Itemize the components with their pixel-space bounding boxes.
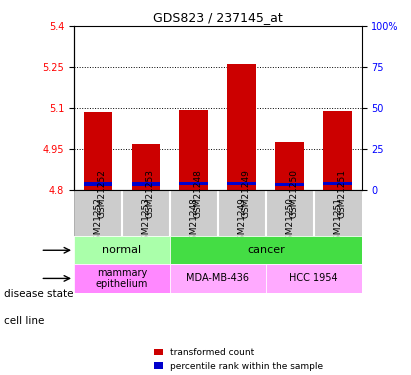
Text: HCC 1954: HCC 1954: [289, 273, 338, 284]
Bar: [132, 144, 160, 190]
Bar: [227, 182, 256, 186]
Bar: [266, 264, 362, 292]
Bar: [227, 64, 256, 190]
Text: cancer: cancer: [247, 245, 285, 255]
Bar: [323, 111, 352, 190]
FancyBboxPatch shape: [122, 190, 170, 236]
FancyBboxPatch shape: [218, 190, 266, 236]
Text: disease state: disease state: [4, 290, 74, 299]
Text: normal: normal: [102, 245, 141, 255]
Title: GDS823 / 237145_at: GDS823 / 237145_at: [153, 11, 283, 24]
Bar: [83, 183, 112, 186]
Bar: [323, 182, 352, 185]
Legend: transformed count, percentile rank within the sample: transformed count, percentile rank withi…: [150, 345, 327, 374]
Text: GSM21253: GSM21253: [146, 169, 155, 218]
Bar: [275, 183, 304, 186]
Text: GSM21251: GSM21251: [338, 169, 347, 218]
Text: GSM21252: GSM21252: [93, 197, 102, 246]
Text: mammary
epithelium: mammary epithelium: [96, 268, 148, 289]
Text: GSM21253: GSM21253: [141, 197, 150, 246]
FancyBboxPatch shape: [170, 190, 218, 236]
FancyBboxPatch shape: [74, 190, 122, 236]
Text: GSM21252: GSM21252: [98, 170, 107, 218]
Bar: [275, 142, 304, 190]
FancyBboxPatch shape: [266, 190, 314, 236]
Bar: [83, 112, 112, 190]
Text: GSM21249: GSM21249: [242, 170, 251, 218]
Text: GSM21248: GSM21248: [189, 197, 199, 246]
Bar: [170, 236, 362, 264]
Text: GSM21248: GSM21248: [194, 170, 203, 218]
FancyBboxPatch shape: [314, 190, 362, 236]
Text: GSM21250: GSM21250: [290, 169, 299, 218]
Text: MDA-MB-436: MDA-MB-436: [186, 273, 249, 284]
Bar: [170, 264, 266, 292]
Text: cell line: cell line: [4, 316, 44, 326]
Bar: [132, 183, 160, 186]
Bar: [180, 182, 208, 186]
Text: GSM21250: GSM21250: [285, 197, 294, 246]
Text: GSM21251: GSM21251: [333, 197, 342, 246]
Bar: [180, 110, 208, 190]
Bar: [74, 264, 170, 292]
Bar: [74, 236, 170, 264]
Text: GSM21249: GSM21249: [237, 197, 246, 246]
